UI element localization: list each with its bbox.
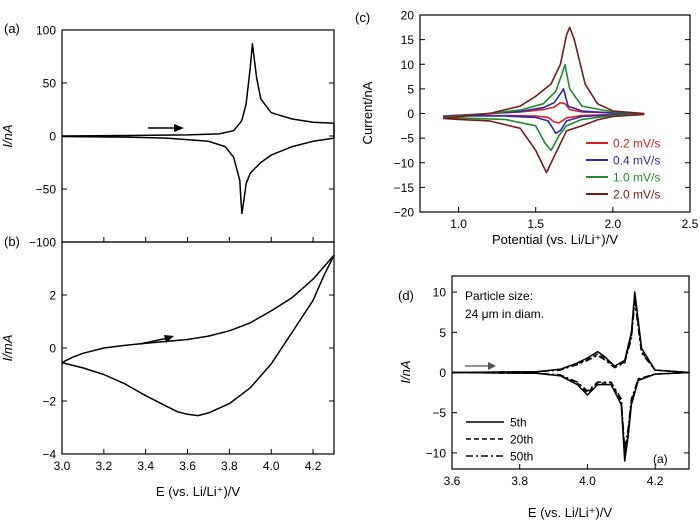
panel-c-ytick-label: 15 — [401, 33, 415, 47]
panel-c-xtick-label: 2.5 — [682, 217, 699, 231]
panel-c-ytick-label: 0 — [407, 107, 414, 121]
panel-b-xtick-label: 3.2 — [96, 459, 113, 473]
panel-d-ytick-label: 0 — [439, 366, 446, 380]
panel-d-xtick-label: 4.2 — [647, 474, 664, 488]
panel-c-ytick-label: −20 — [394, 206, 415, 220]
panel-c-series-line-4 — [443, 26, 645, 174]
panel-c-ytick-label: −15 — [394, 181, 415, 195]
panel-a-series-line-1 — [61, 43, 335, 215]
panel-b-arrow — [139, 335, 174, 345]
panel-a-ytick-label: −100 — [29, 236, 56, 250]
panel-c-label: (c) — [355, 10, 370, 25]
panel-c-xtick-label: 1.0 — [450, 217, 467, 231]
panel-c-ticks: 20 15 10 5 0 −5 −10 −15 −20 1.0 1.5 2.0 2.5 — [394, 9, 699, 232]
panel-a-ytick-label: 50 — [43, 77, 57, 91]
panel-d-annotation-line1: Particle size: — [465, 289, 533, 303]
panel-c-legend-label: 1.0 mV/s — [613, 171, 660, 185]
panel-d-ytick-label: 5 — [439, 326, 446, 340]
panel-b-xtick-label: 4.2 — [305, 459, 322, 473]
panel-c: (c) 20 15 10 5 0 −5 −10 −15 −20 1.0 1.5 2.0 2.5 0.2 … — [355, 9, 699, 248]
panel-b-xtick-label: 3.6 — [179, 459, 196, 473]
panel-c-legend-label: 0.4 mV/s — [613, 154, 660, 168]
panel-d-xtick-label: 3.8 — [511, 474, 528, 488]
panel-b-ytick-label: −4 — [42, 448, 56, 462]
panel-d-ytick-label: −5 — [432, 406, 446, 420]
panel-b-ylabel: I/mA — [0, 335, 15, 362]
panel-d-legend-label: 50th — [510, 450, 533, 464]
panel-b-ytick-label: −2 — [42, 395, 56, 409]
panel-d-ticks: 10 5 0 −5 −10 3.6 3.8 4.0 4.2 — [426, 286, 689, 488]
panel-d-ylabel: I/nA — [398, 360, 413, 383]
panel-b-label: (b) — [4, 234, 20, 249]
panel-c-legend: 0.2 mV/s 0.4 mV/s 1.0 mV/s 2.0 mV/s — [586, 137, 660, 202]
panel-d-legend: 5th 20th 50th — [466, 416, 533, 464]
panel-c-ylabel: Current/nA — [360, 81, 375, 144]
panel-d-xtick-label: 3.6 — [444, 474, 461, 488]
panel-a: (a) 100 50 0 −50 −100 I/nA — [0, 21, 335, 250]
panel-d: (d) 10 5 0 −5 −10 3.6 3.8 4.0 4.2 5th 20th 50th Pa… — [398, 275, 690, 520]
panel-b-xtick-label: 4.0 — [263, 459, 280, 473]
panel-c-ytick-label: −5 — [400, 132, 414, 146]
panel-b-ytick-label: 2 — [49, 289, 56, 303]
panel-d-label: (d) — [398, 288, 414, 303]
panel-d-xtick-label: 4.0 — [579, 474, 596, 488]
panel-c-xtick-label: 1.5 — [527, 217, 544, 231]
panel-b-xtick-label: 3.4 — [137, 459, 154, 473]
panel-b-ytick-label: 0 — [49, 342, 56, 356]
panel-a-curves — [61, 43, 335, 215]
panel-b-xtick-label: 3.0 — [54, 459, 71, 473]
panel-a-ytick-label: −50 — [36, 183, 57, 197]
panel-d-ytick-label: 10 — [433, 286, 447, 300]
panel-b-ticks: 2 0 −2 −43.0 3.2 3.4 3.6 3.8 4.0 4.2 — [42, 289, 334, 473]
panel-c-ytick-label: −10 — [394, 156, 415, 170]
panel-b-series-line-1 — [61, 254, 335, 417]
panel-d-curves — [451, 291, 690, 462]
panel-d-inner-label: (a) — [653, 452, 668, 466]
panel-b-xlabel: E (vs. Li/Li⁺)/V — [156, 484, 240, 499]
panel-c-legend-label: 0.2 mV/s — [613, 137, 660, 151]
panel-b-curves — [61, 254, 335, 417]
panel-c-legend-label: 2.0 mV/s — [613, 188, 660, 202]
panel-d-series-line-2 — [451, 296, 690, 457]
panel-c-curves — [443, 26, 645, 174]
panel-c-ytick-label: 10 — [401, 58, 415, 72]
panel-a-ylabel: I/nA — [0, 124, 15, 147]
panel-a-label: (a) — [4, 21, 20, 36]
panel-a-ytick-label: 100 — [36, 24, 56, 38]
panel-c-xtick-label: 2.0 — [605, 217, 622, 231]
panel-b-xtick-label: 3.8 — [221, 459, 238, 473]
panel-b: (b) 2 0 −2 −43.0 3.2 3.4 3.6 3.8 4.0 4.2 I/mA E (… — [0, 234, 335, 499]
panel-d-xlabel: E (vs. Li/Li⁺)/V — [528, 505, 612, 520]
panel-a-arrow — [148, 124, 184, 132]
panel-d-legend-label: 5th — [510, 416, 527, 430]
panel-d-legend-label: 20th — [510, 433, 533, 447]
panel-a-ticks: 100 50 0 −50 −100 — [29, 24, 334, 250]
panel-d-annotation-line2: 24 μm in diam. — [465, 307, 544, 321]
panel-d-ytick-label: −10 — [426, 446, 447, 460]
panel-c-ytick-label: 20 — [401, 9, 415, 23]
panel-c-ytick-label: 5 — [407, 82, 414, 96]
panel-d-arrow — [465, 362, 496, 370]
panel-c-xlabel: Potential (vs. Li/Li⁺)/V — [492, 232, 618, 247]
panel-a-ytick-label: 0 — [49, 130, 56, 144]
panel-d-series-line-3 — [451, 300, 690, 451]
